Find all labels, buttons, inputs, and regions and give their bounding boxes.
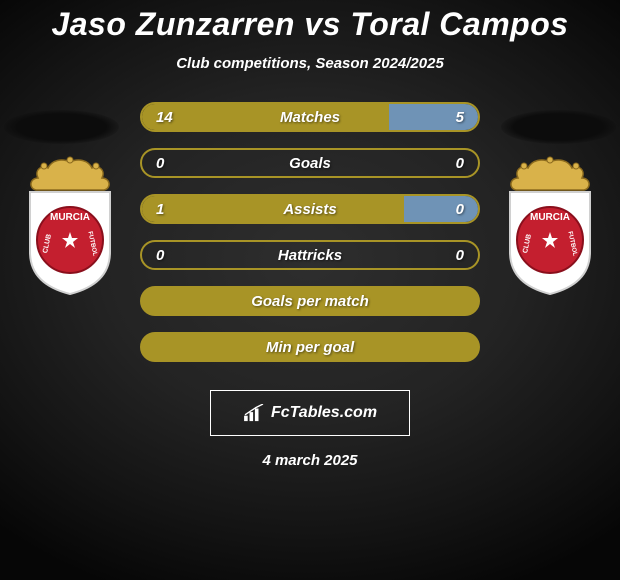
subtitle: Club competitions, Season 2024/2025 xyxy=(0,55,620,72)
stat-label: Matches xyxy=(280,109,340,126)
player1-shadow xyxy=(4,110,119,144)
player1-bar xyxy=(142,104,389,130)
player2-shadow xyxy=(501,110,616,144)
player2-value: 0 xyxy=(456,155,464,172)
fctables-logo-icon xyxy=(243,404,265,422)
stat-rows: 14 5 Matches 0 0 Goals 1 0 Assists 0 0 Hattricks Goa… xyxy=(140,102,480,378)
player1-value: 1 xyxy=(156,201,164,218)
branding-text: FcTables.com xyxy=(271,404,377,422)
player2-value: 5 xyxy=(456,109,464,126)
svg-text:MURCIA: MURCIA xyxy=(50,212,90,223)
player1-value: 14 xyxy=(156,109,173,126)
comparison-arena: MURCIA CLUB FUTBOL MURCIA CLUB FUTBOL 14… xyxy=(0,96,620,376)
player1-value: 0 xyxy=(156,247,164,264)
stat-row-hattricks: 0 0 Hattricks xyxy=(140,240,480,270)
stat-row-assists: 1 0 Assists xyxy=(140,194,480,224)
stat-row-matches: 14 5 Matches xyxy=(140,102,480,132)
stat-row-goals-per-match: Goals per match xyxy=(140,286,480,316)
player2-value: 0 xyxy=(456,247,464,264)
player2-value: 0 xyxy=(456,201,464,218)
player2-bar xyxy=(404,196,478,222)
stat-label: Min per goal xyxy=(266,339,354,356)
stat-label: Goals per match xyxy=(251,293,369,310)
player1-club-crest: MURCIA CLUB FUTBOL xyxy=(20,156,120,296)
player1-bar xyxy=(142,196,404,222)
page-title: Jaso Zunzarren vs Toral Campos xyxy=(0,0,620,43)
svg-text:MURCIA: MURCIA xyxy=(530,212,570,223)
player2-club-crest: MURCIA CLUB FUTBOL xyxy=(500,156,600,296)
stat-label: Hattricks xyxy=(278,247,342,264)
stat-row-goals: 0 0 Goals xyxy=(140,148,480,178)
branding-box: FcTables.com xyxy=(210,390,410,436)
stat-row-min-per-goal: Min per goal xyxy=(140,332,480,362)
player1-value: 0 xyxy=(156,155,164,172)
player2-bar xyxy=(389,104,478,130)
stat-label: Goals xyxy=(289,155,331,172)
stat-label: Assists xyxy=(283,201,336,218)
snapshot-date: 4 march 2025 xyxy=(0,452,620,469)
